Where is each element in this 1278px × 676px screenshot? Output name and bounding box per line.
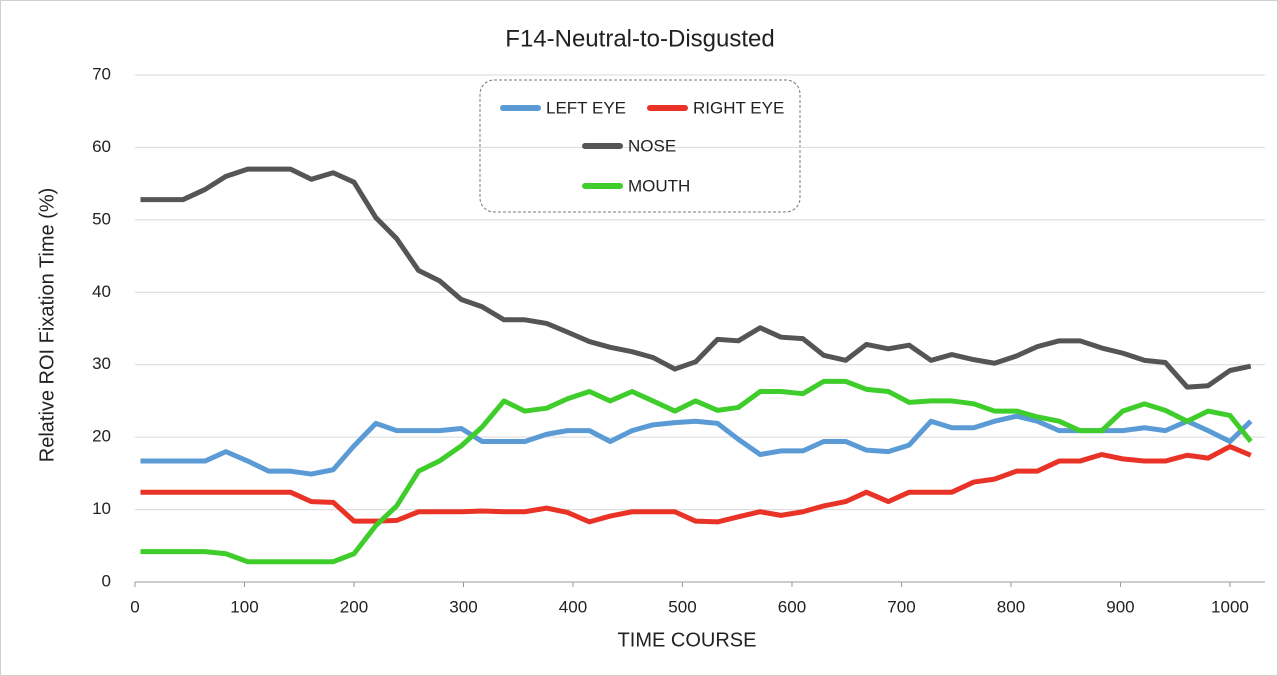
x-tick-label: 400 [559,597,587,616]
x-axis-label: TIME COURSE [618,629,757,651]
x-tick-label: 500 [668,597,696,616]
x-tick-label: 800 [997,597,1025,616]
legend-label: LEFT EYE [546,98,626,117]
legend-label: RIGHT EYE [693,98,784,117]
y-tick-label: 10 [92,499,111,518]
x-tick-label: 300 [449,597,477,616]
y-tick-label: 20 [92,427,111,446]
series-line [140,378,1253,565]
x-tick-label: 100 [230,597,258,616]
y-tick-label: 70 [92,64,111,83]
legend-box [479,79,801,213]
series-line [140,444,1252,525]
x-tick-label: 600 [778,597,806,616]
x-tick-label: 900 [1106,597,1134,616]
series-line [140,413,1253,477]
chart-title: F14-Neutral-to-Disgusted [505,25,774,52]
x-tick-label: 200 [340,597,368,616]
y-tick-label: 30 [92,354,111,373]
y-tick-label: 0 [102,571,111,590]
legend-label: MOUTH [628,176,690,195]
legend-label: NOSE [628,136,676,155]
y-tick-label: 40 [92,282,111,301]
series-line [140,166,1252,390]
y-tick-label: 50 [92,209,111,228]
x-tick-label: 1000 [1211,597,1249,616]
y-tick-label: 60 [92,137,111,156]
y-axis-label: Relative ROI Fixation Time (%) [36,188,58,463]
x-tick-label: 700 [887,597,915,616]
x-tick-label: 0 [130,597,139,616]
